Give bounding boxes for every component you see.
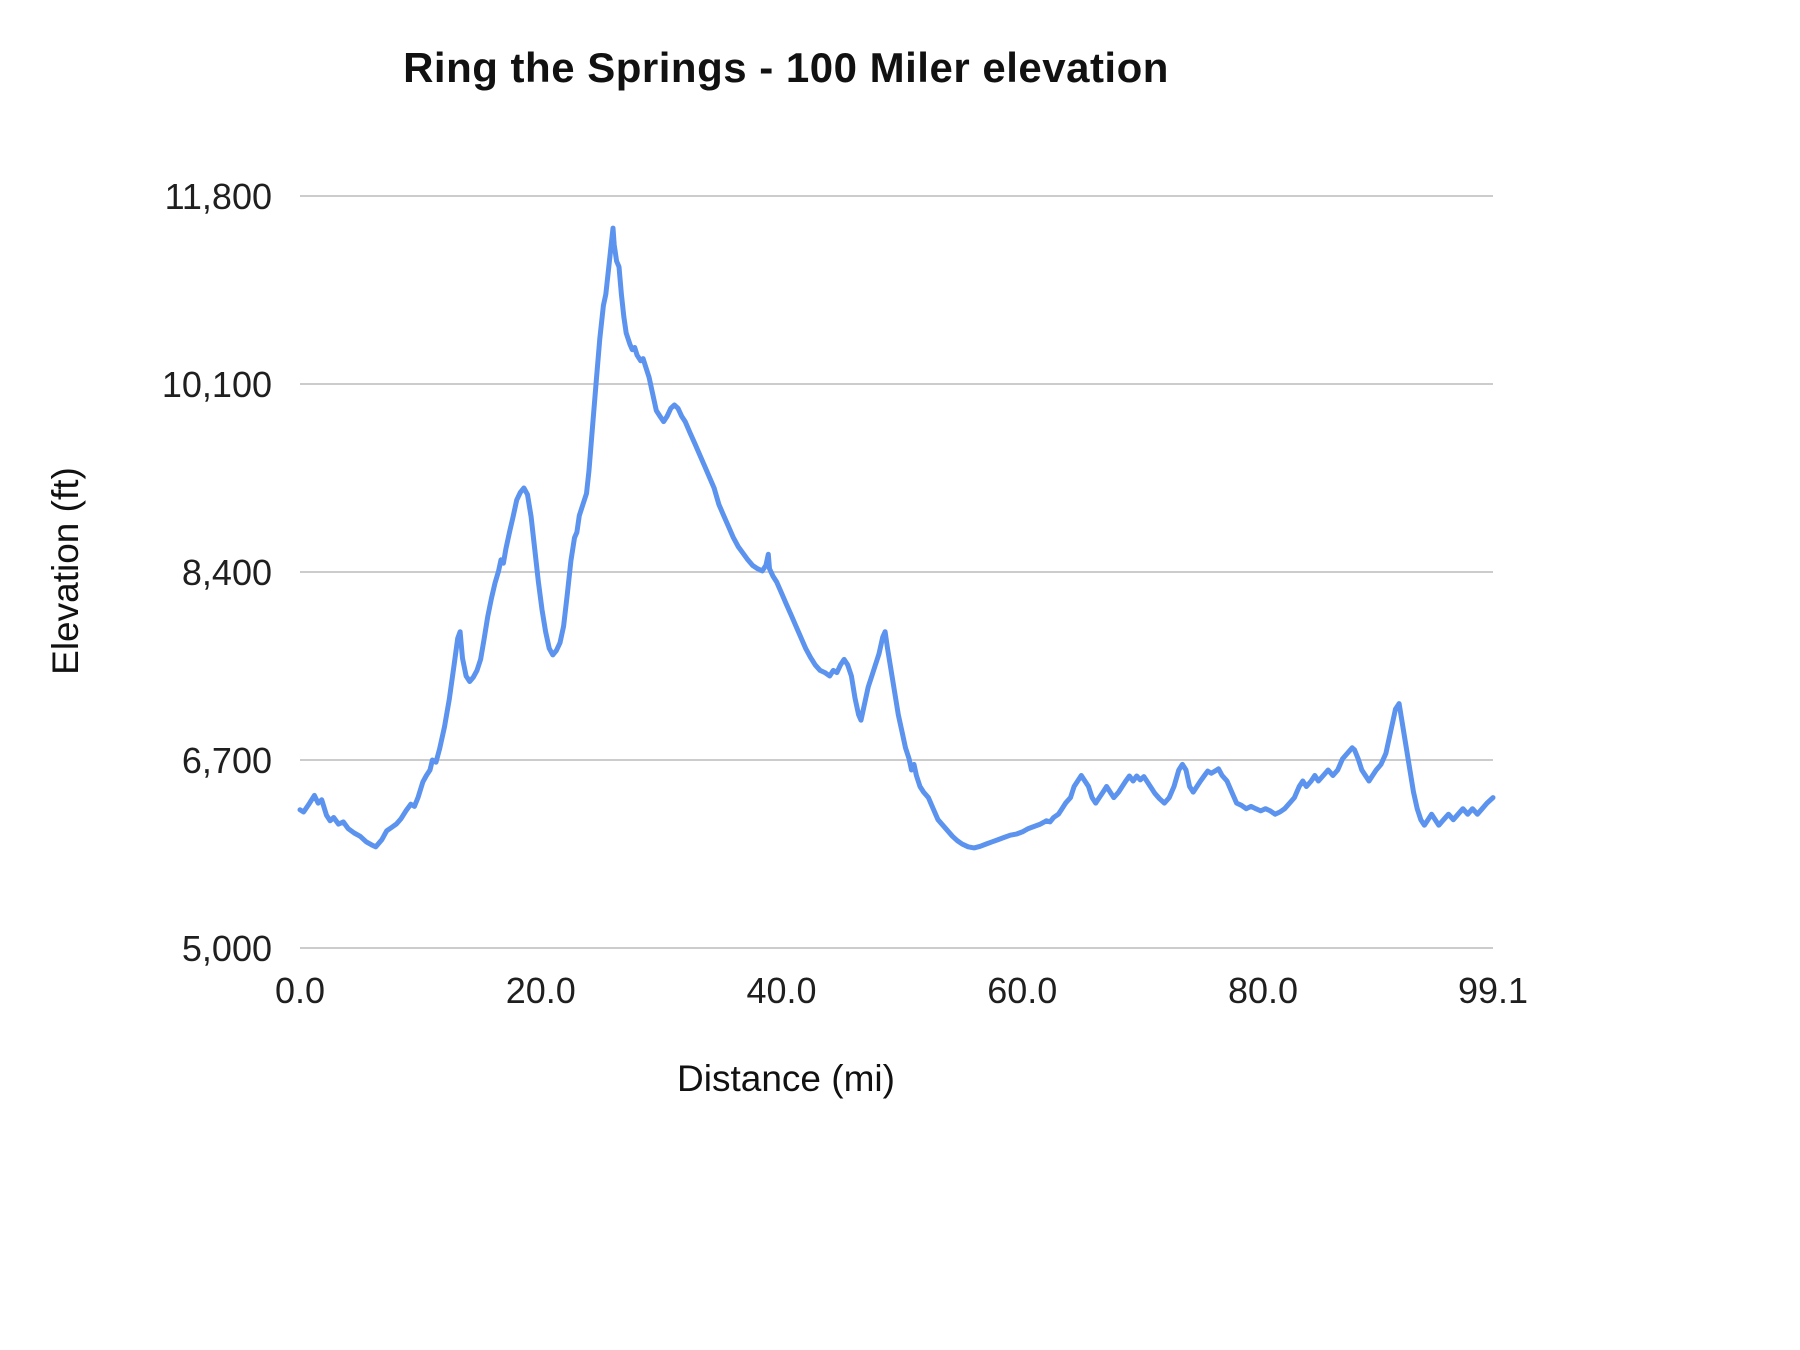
x-tick-label: 80.0 xyxy=(1228,970,1298,1011)
x-tick-label: 20.0 xyxy=(506,970,576,1011)
y-tick-label: 10,100 xyxy=(162,364,272,405)
elevation-series-line xyxy=(297,225,1496,851)
x-tick-label: 40.0 xyxy=(746,970,816,1011)
y-tick-label: 8,400 xyxy=(182,552,272,593)
x-tick-label: 60.0 xyxy=(987,970,1057,1011)
x-axis-label: Distance (mi) xyxy=(677,1058,895,1099)
x-tick-label: 99.1 xyxy=(1458,970,1528,1011)
chart-title: Ring the Springs - 100 Miler elevation xyxy=(403,44,1169,91)
x-tick-label: 0.0 xyxy=(275,970,325,1011)
y-tick-label: 5,000 xyxy=(182,928,272,969)
y-tick-label: 11,800 xyxy=(165,176,272,217)
y-tick-label: 6,700 xyxy=(182,740,272,781)
